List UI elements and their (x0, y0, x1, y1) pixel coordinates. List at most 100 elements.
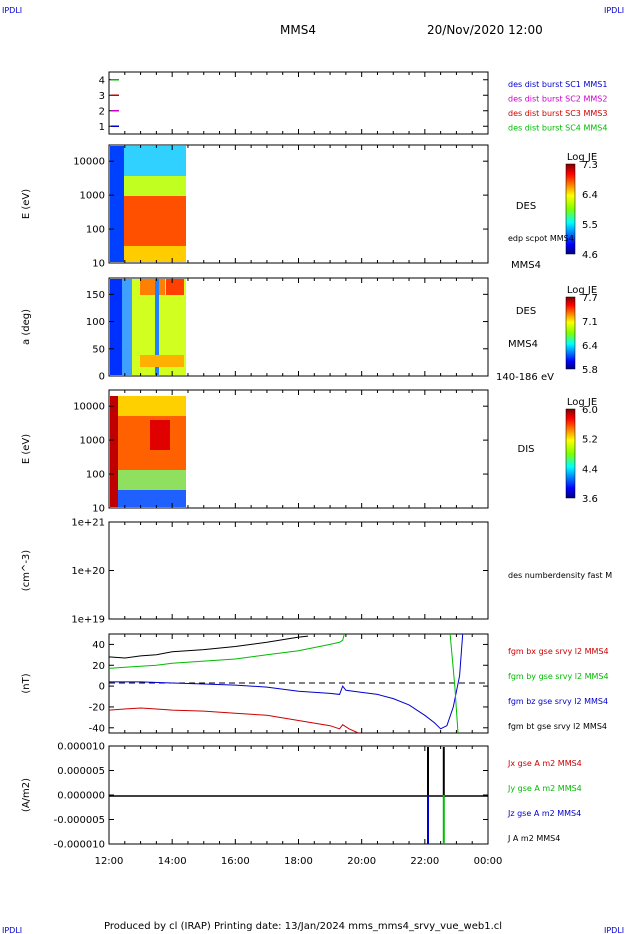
panel-sublabel: edp scpot MMS4 (508, 234, 574, 243)
y-tick-label: 10 (92, 259, 105, 270)
density-legend-item: des numberdensity fast M (508, 571, 612, 580)
colorbar-title: Log JE (567, 397, 597, 408)
colorbar-tick-label: 7.7 (582, 293, 598, 304)
x-tick-label: 00:00 (474, 856, 503, 867)
des-energy-colorbar (565, 163, 576, 255)
colorbar-title: Log JE (567, 152, 597, 163)
fgm-series-line (108, 635, 309, 659)
burst-legend-item: des dist burst SC3 MMS3 (508, 109, 607, 118)
colorbar-tick-label: 6.0 (582, 405, 598, 416)
corner-label-tl: IPDLI (2, 6, 22, 15)
colorbar-tick-label: 6.4 (582, 341, 598, 352)
y-tick-label: 100 (86, 317, 105, 328)
corner-label-bl: IPDLI (2, 926, 22, 934)
y-tick-label: 150 (86, 290, 105, 301)
y-tick-label: 1e+21 (71, 518, 105, 529)
x-tick-label: 16:00 (221, 856, 250, 867)
panel-sublabel: MMS4 (511, 260, 541, 271)
panel-instrument-label: DIS (518, 444, 535, 455)
spacecraft-title: MMS4 (280, 23, 316, 37)
y-axis-label: E (eV) (21, 434, 32, 464)
x-tick-label: 18:00 (284, 856, 313, 867)
panel-instrument-label: DES (516, 201, 536, 212)
y-tick-label: -20 (89, 702, 105, 713)
panel-density-frame (108, 521, 489, 620)
colorbar-tick-label: 4.4 (582, 464, 598, 475)
fgm-legend-item: fgm bx gse srvy l2 MMS4 (508, 647, 609, 656)
y-tick-label: -40 (89, 723, 105, 734)
y-tick-label: 0 (99, 372, 105, 383)
y-tick-label: 10 (92, 504, 105, 515)
y-axis-label: (cm^-3) (21, 550, 32, 591)
dis-energy-colorbar (565, 408, 576, 499)
y-tick-label: 0 (99, 682, 105, 693)
fgm-series-line (108, 633, 345, 669)
y-tick-label: 50 (92, 344, 105, 355)
colorbar-tick-label: 5.8 (582, 365, 598, 376)
colorbar-tick-label: 3.6 (582, 494, 598, 505)
panel-sublabel: 140-186 eV (496, 372, 554, 383)
y-axis-label: a (deg) (21, 309, 32, 345)
y-axis-label: (A/m2) (21, 778, 32, 812)
des-pitch-spectrogram (110, 279, 186, 375)
y-tick-label: 3 (99, 91, 105, 102)
y-tick-label: 20 (92, 661, 105, 672)
y-tick-label: -0.000005 (54, 815, 105, 826)
colorbar-tick-label: 7.3 (582, 160, 598, 171)
des-pitch-colorbar (565, 296, 576, 370)
panel-instrument-label: DES (516, 306, 536, 317)
panel-current-frame (108, 745, 489, 845)
dis-energy-spectrogram (110, 396, 186, 507)
datetime-title: 20/Nov/2020 12:00 (427, 23, 543, 37)
burst-legend-item: des dist burst SC4 MMS4 (508, 124, 607, 133)
current-legend-item: Jx gse A m2 MMS4 (507, 759, 582, 768)
y-axis-label: E (eV) (21, 189, 32, 219)
fgm-legend-item: fgm by gse srvy l2 MMS4 (508, 672, 609, 681)
fgm-series-line (108, 707, 359, 734)
current-legend-item: Jy gse A m2 MMS4 (507, 784, 582, 793)
y-tick-label: 10000 (73, 157, 105, 168)
corner-label-tr: IPDLI (604, 6, 624, 15)
burst-legend-item: des dist burst SC2 MMS2 (508, 95, 607, 104)
y-tick-label: 1000 (80, 191, 105, 202)
panel-sublabel: MMS4 (508, 0, 538, 3)
colorbar-tick-label: 5.5 (582, 220, 598, 231)
x-tick-label: 22:00 (410, 856, 439, 867)
fgm-legend-item: fgm bz gse srvy l2 MMS4 (508, 697, 608, 706)
y-tick-label: 0.000005 (57, 766, 105, 777)
current-legend-item: J A m2 MMS4 (507, 834, 560, 843)
fgm-legend-item: fgm bt gse srvy l2 MMS4 (508, 722, 607, 731)
y-tick-label: 1000 (80, 436, 105, 447)
panel-sublabel: MMS4 (508, 339, 538, 350)
y-tick-label: 1e+19 (71, 615, 105, 626)
y-axis-label: (nT) (21, 673, 32, 693)
y-tick-label: 100 (86, 225, 105, 236)
y-tick-label: 4 (99, 75, 105, 86)
fgm-series-line (109, 633, 464, 730)
y-tick-label: 2 (99, 106, 105, 117)
y-tick-label: -0.000010 (54, 840, 105, 851)
x-tick-label: 14:00 (158, 856, 187, 867)
colorbar-tick-label: 5.2 (582, 435, 598, 446)
colorbar-tick-label: 4.6 (582, 250, 598, 261)
corner-label-br: IPDLI (604, 926, 624, 934)
y-tick-label: 0.000010 (57, 742, 105, 753)
y-tick-label: 10000 (73, 402, 105, 413)
x-tick-label: 20:00 (347, 856, 376, 867)
colorbar-title: Log JE (567, 285, 597, 296)
x-tick-label: 12:00 (95, 856, 124, 867)
y-tick-label: 100 (86, 470, 105, 481)
colorbar-tick-label: 6.4 (582, 190, 598, 201)
y-tick-label: 1e+20 (71, 566, 105, 577)
y-tick-label: 1 (99, 122, 105, 133)
y-tick-label: 40 (92, 640, 105, 651)
fgm-series-line (449, 633, 459, 734)
footer-text: Produced by cl (IRAP) Printing date: 13/… (104, 921, 502, 932)
burst-legend-item: des dist burst SC1 MMS1 (508, 80, 607, 89)
panel-burst-frame (108, 71, 489, 135)
y-tick-label: 0.000000 (57, 791, 105, 802)
des-energy-spectrogram (110, 146, 186, 262)
current-legend-item: Jz gse A m2 MMS4 (507, 809, 581, 818)
colorbar-tick-label: 7.1 (582, 317, 598, 328)
